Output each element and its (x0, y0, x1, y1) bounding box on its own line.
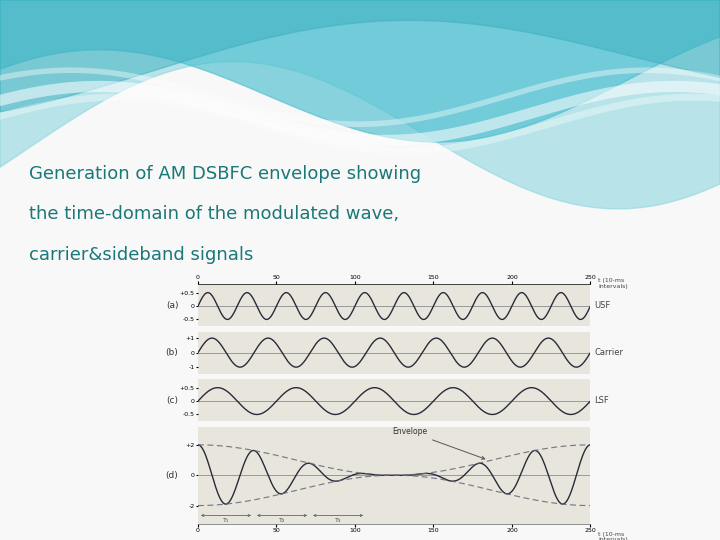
Text: T₃: T₃ (335, 518, 341, 523)
Polygon shape (0, 0, 720, 209)
Text: LSF: LSF (594, 396, 609, 404)
Text: (a): (a) (166, 301, 179, 309)
Polygon shape (0, 0, 720, 142)
Text: carrier&sideband signals: carrier&sideband signals (29, 246, 253, 264)
Text: (b): (b) (166, 348, 179, 357)
Text: USF: USF (594, 301, 611, 309)
Text: t (10-ms
intervals): t (10-ms intervals) (598, 531, 628, 540)
Text: T₁: T₁ (223, 518, 229, 523)
Text: Carrier: Carrier (594, 348, 624, 357)
Text: Generation of AM DSBFC envelope showing: Generation of AM DSBFC envelope showing (29, 165, 421, 183)
Text: (d): (d) (166, 471, 179, 480)
Text: (c): (c) (166, 396, 179, 404)
Text: Envelope: Envelope (392, 427, 485, 460)
Text: T₂: T₂ (279, 518, 285, 523)
Text: t (10-ms
intervals): t (10-ms intervals) (598, 278, 628, 288)
Text: the time-domain of the modulated wave,: the time-domain of the modulated wave, (29, 205, 399, 223)
Polygon shape (0, 0, 720, 112)
